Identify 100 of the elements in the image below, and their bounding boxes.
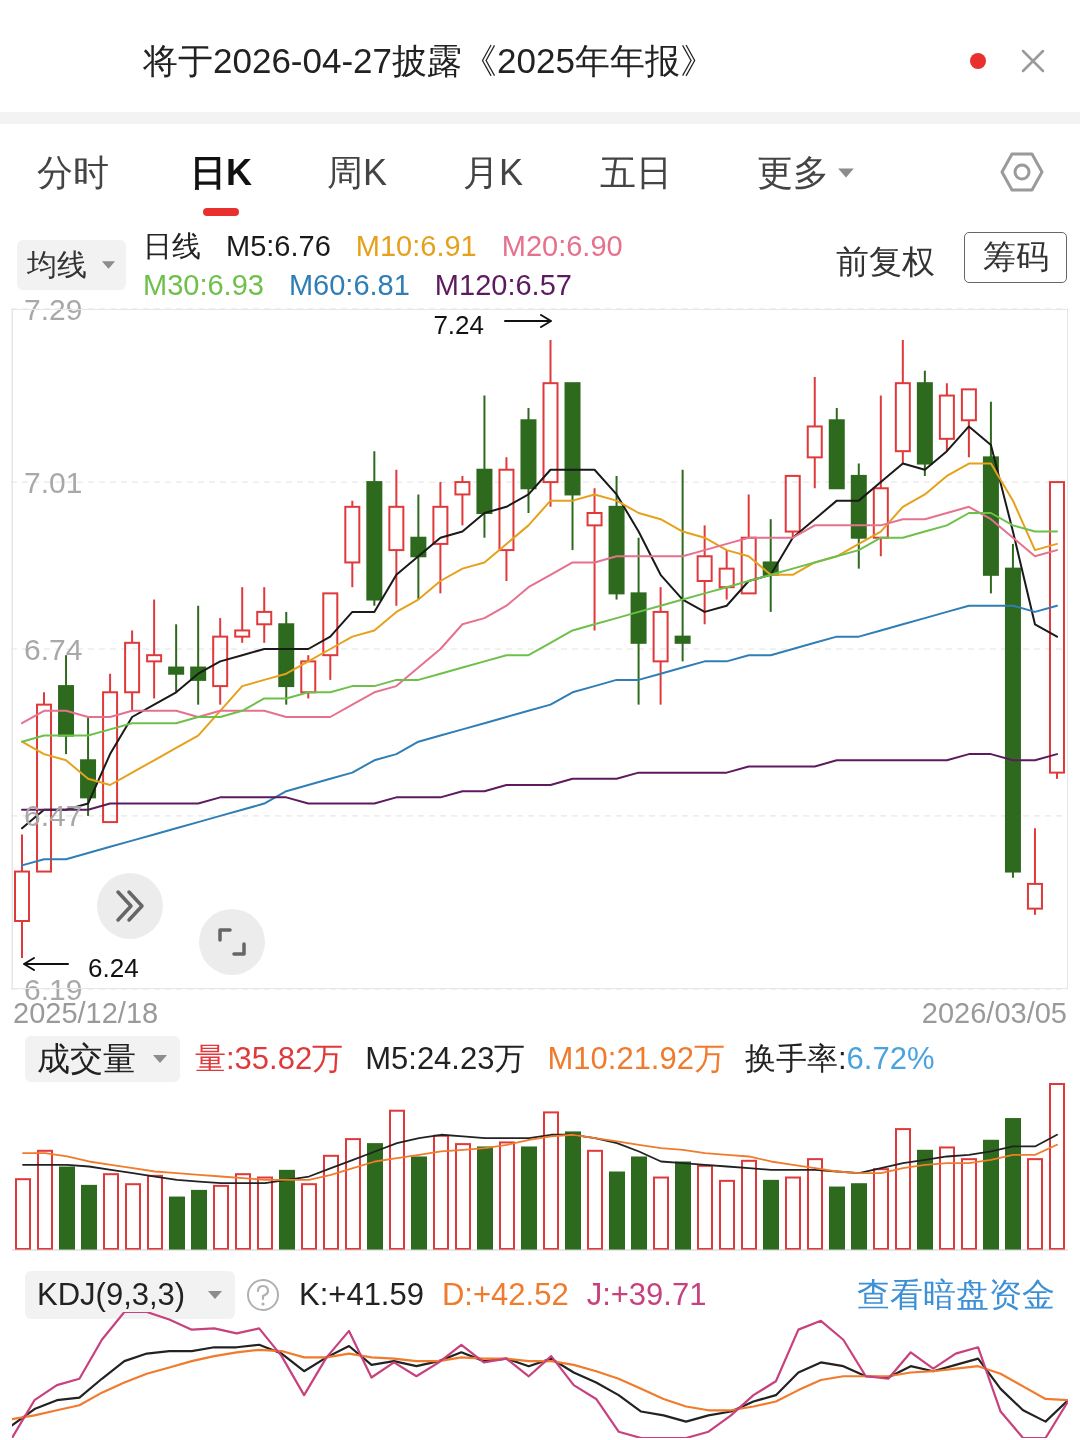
bar	[873, 1168, 889, 1250]
candlestick	[388, 468, 405, 607]
annotation: 7.24	[433, 309, 484, 341]
bar	[1049, 1083, 1065, 1250]
candlestick	[14, 833, 30, 960]
bar	[81, 1184, 97, 1250]
candlestick	[476, 394, 493, 539]
bar	[697, 1164, 713, 1250]
bar	[675, 1161, 691, 1250]
dropdown-button: KDJ(9,3,3)	[25, 1271, 235, 1319]
series-label: K:+41.59	[299, 1277, 424, 1313]
candlestick	[256, 586, 273, 644]
bar	[939, 1146, 955, 1250]
y-tick-label: 7.01	[24, 465, 83, 499]
line-series	[21, 425, 1058, 830]
bar	[785, 1176, 801, 1250]
series-label: M5:24.23万	[365, 1040, 526, 1078]
bar	[367, 1143, 383, 1250]
bar	[15, 1178, 31, 1250]
candlestick	[806, 376, 823, 490]
text: 6.72%	[846, 1041, 935, 1076]
bar	[521, 1146, 537, 1250]
bar	[807, 1158, 823, 1250]
line-series	[21, 604, 1058, 867]
bar	[917, 1149, 933, 1250]
dropdown-button: 成交量	[25, 1036, 180, 1082]
candlestick	[652, 586, 669, 706]
text: 日线	[143, 229, 201, 264]
bar	[961, 1158, 977, 1250]
bar	[37, 1149, 53, 1250]
candlestick	[124, 629, 141, 712]
text: M5:6.76	[226, 229, 331, 264]
text: 周K	[327, 150, 388, 195]
bar	[323, 1154, 339, 1250]
candlestick	[432, 481, 449, 595]
bar	[191, 1189, 207, 1250]
line-series	[21, 462, 1058, 786]
y-tick-label: 6.74	[24, 632, 83, 666]
bar	[983, 1139, 999, 1250]
text: M10:6.91	[355, 229, 477, 264]
bar	[477, 1146, 493, 1250]
text: M30:6.93	[143, 268, 264, 303]
bar	[653, 1176, 669, 1250]
candlestick	[542, 338, 559, 508]
bar	[235, 1173, 251, 1250]
candlestick	[146, 598, 163, 700]
bar	[455, 1143, 471, 1250]
text: M120:6.57	[434, 268, 572, 303]
dropdown-button: 均线	[17, 240, 126, 290]
bar	[257, 1176, 273, 1250]
text: M60:6.81	[288, 268, 410, 303]
bar	[125, 1183, 141, 1250]
bar	[213, 1184, 229, 1250]
candlestick	[410, 493, 427, 601]
bar	[301, 1183, 317, 1250]
annotation: 查看暗盘资金	[857, 1274, 1055, 1315]
bar	[1005, 1118, 1021, 1250]
candlestick	[168, 623, 185, 694]
candlestick	[982, 400, 999, 595]
y-tick-label: 7.29	[24, 292, 83, 326]
bar	[345, 1138, 361, 1250]
bar	[719, 1179, 735, 1250]
candlestick	[718, 549, 735, 601]
bar	[499, 1141, 515, 1250]
series-label: 量:35.82万	[195, 1040, 344, 1078]
bar	[169, 1196, 185, 1250]
candlestick	[630, 536, 647, 706]
bar	[147, 1174, 163, 1250]
annotation: 6.24	[88, 952, 139, 984]
bar	[433, 1134, 449, 1250]
bar	[763, 1179, 779, 1250]
text: 日K	[190, 150, 252, 195]
text: 五日	[600, 150, 672, 195]
bar	[543, 1111, 559, 1250]
candlestick	[586, 487, 603, 632]
bar	[829, 1186, 845, 1250]
candlestick	[674, 468, 691, 663]
bar	[1027, 1158, 1043, 1250]
bar	[59, 1166, 75, 1250]
candlestick	[696, 524, 713, 626]
bar	[741, 1159, 757, 1250]
series-label: J:+39.71	[586, 1277, 707, 1313]
series-label: M10:21.92万	[547, 1040, 725, 1078]
text: 更多	[757, 150, 829, 195]
bar	[851, 1183, 867, 1250]
candlestick	[498, 456, 515, 582]
text: 2026/03/05	[921, 996, 1067, 1031]
bar	[631, 1156, 647, 1250]
text: 月K	[463, 150, 524, 195]
bar	[587, 1149, 603, 1250]
bar	[389, 1109, 405, 1250]
text: 换手率:	[744, 1041, 847, 1076]
bar	[411, 1156, 427, 1250]
bar	[895, 1128, 911, 1250]
candlestick	[872, 394, 889, 558]
text: 分时	[37, 150, 109, 195]
bar	[609, 1171, 625, 1250]
bar	[279, 1169, 295, 1250]
candlestick	[608, 474, 625, 601]
text: 前复权	[836, 242, 935, 282]
